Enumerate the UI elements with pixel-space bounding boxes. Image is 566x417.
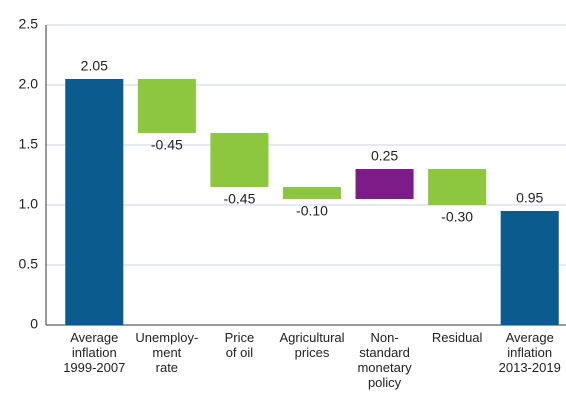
x-tick-label-line: policy [368, 375, 402, 390]
x-tick-label-line: Price [225, 330, 255, 345]
value-label: 0.25 [371, 148, 398, 164]
y-tick-label: 1.5 [19, 136, 39, 152]
x-tick-label: Average inflation 2013-2019 [499, 330, 561, 375]
value-label: 2.05 [81, 58, 108, 74]
x-tick-label-line: standard [359, 345, 410, 360]
x-tick-label-line: of oil [226, 345, 254, 360]
x-tick-label-line: Agricultural [279, 330, 344, 345]
y-tick-label: 1.0 [19, 196, 39, 212]
y-tick-label: 0 [30, 316, 38, 332]
x-tick-label-line: inflation [507, 345, 552, 360]
bar [137, 79, 196, 133]
bar [500, 211, 559, 325]
x-tick-label-line: rate [156, 360, 178, 375]
bar [282, 187, 342, 199]
value-label: 0.95 [516, 190, 543, 206]
x-tick-label: Unemploy-ment rate [135, 330, 198, 375]
x-tick-label-line: inflation [72, 345, 117, 360]
x-tick-label: Average inflation 1999-2007 [63, 330, 125, 375]
x-tick-label-line: prices [295, 345, 330, 360]
x-tick-label-line: 1999-2007 [63, 360, 125, 375]
x-tick-label-line: monetary [357, 360, 412, 375]
y-tick-label: 2.0 [19, 76, 39, 92]
x-tick-label-line: 2013-2019 [499, 360, 561, 375]
x-tick-label-line: ment [152, 345, 181, 360]
bar [210, 133, 269, 187]
bar [355, 169, 414, 199]
x-tick-label-line: Non- [370, 330, 398, 345]
x-tick-label: Residual [432, 330, 483, 345]
x-tick-label: Agricultural prices [279, 330, 344, 360]
x-tick-label-line: Average [506, 330, 554, 345]
x-tick-label: Non-standard monetary policy [357, 330, 412, 390]
bar [65, 79, 124, 325]
y-tick-label: 0.5 [19, 256, 39, 272]
x-tick-label-line: Unemploy- [135, 330, 198, 345]
bar [428, 169, 487, 205]
value-label: -0.45 [223, 191, 255, 207]
x-tick-label-line: Residual [432, 330, 483, 345]
value-label: -0.30 [441, 209, 473, 225]
x-tick-label-line: Average [70, 330, 118, 345]
value-label: -0.10 [296, 203, 328, 219]
value-label: -0.45 [151, 137, 183, 153]
y-tick-label: 2.5 [19, 16, 39, 32]
x-tick-label: Price of oil [225, 330, 255, 360]
